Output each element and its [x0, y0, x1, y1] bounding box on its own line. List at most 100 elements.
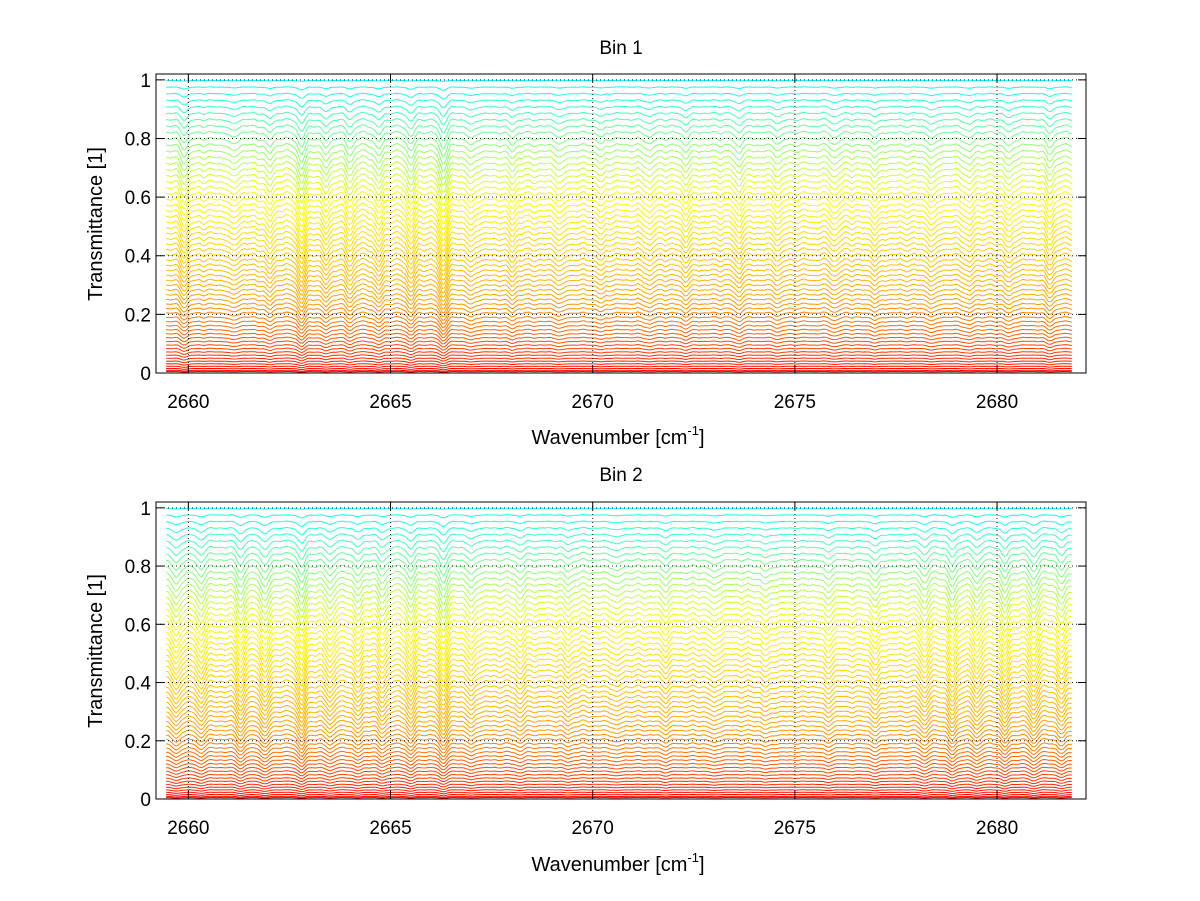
- series-line: [165, 646, 1072, 672]
- y-tick-label: 1: [140, 499, 151, 520]
- series-line: [166, 241, 1073, 267]
- series-line: [166, 551, 1072, 568]
- series-line: [166, 246, 1073, 272]
- series-line: [166, 332, 1072, 342]
- x-tick-label: 2660: [167, 818, 209, 839]
- series-line: [166, 287, 1073, 306]
- series-line: [166, 557, 1072, 576]
- series-line: [166, 267, 1073, 290]
- series-line: [166, 354, 1072, 360]
- series-line: [166, 728, 1072, 743]
- series-line: [166, 98, 1072, 109]
- series-line: [166, 148, 1073, 172]
- y-tick-label: 0.8: [125, 557, 151, 578]
- series-line: [166, 780, 1072, 785]
- series-line: [165, 594, 1072, 619]
- series-line: [166, 533, 1072, 544]
- series-line: [166, 673, 1072, 697]
- series-line: [166, 678, 1072, 702]
- x-axis-label-superscript: -1: [687, 423, 699, 438]
- y-axis-label: Transmittance [1]: [85, 574, 107, 728]
- series-line: [166, 350, 1072, 357]
- series-line: [166, 367, 1072, 371]
- y-tick-label: 0.6: [125, 615, 151, 636]
- tick-group: 2660 2665 2670 2675 2680 0 0.2 0.4 0.6 0.8 1: [125, 71, 1086, 413]
- series-group: [166, 79, 1073, 373]
- series-line: [166, 733, 1072, 747]
- chart-panel-bin-1: 2660 2665 2670 2675 2680 0 0.2 0.4 0.6 0.8 1 Bin 1…: [85, 38, 1087, 449]
- series-line: [166, 320, 1072, 332]
- series-line: [166, 514, 1072, 519]
- series-line: [166, 160, 1073, 186]
- plot-frame: [155, 501, 1087, 800]
- series-line: [166, 315, 1072, 328]
- series-line: [166, 86, 1072, 91]
- series-line: [166, 737, 1072, 750]
- series-line: [166, 306, 1072, 321]
- series-line: [166, 184, 1073, 212]
- series-line: [166, 789, 1072, 793]
- series-line: [166, 347, 1072, 354]
- series-line: [166, 230, 1073, 257]
- series-line: [166, 219, 1073, 247]
- x-tick-label: 2670: [572, 818, 614, 839]
- tick-group: 2660 2665 2670 2675 2680 0 0.2 0.4 0.6 0.8 1: [125, 499, 1086, 839]
- series-line: [166, 111, 1072, 126]
- y-tick-label: 1: [140, 71, 151, 92]
- series-line: [166, 324, 1072, 335]
- series-line: [166, 343, 1072, 351]
- series-line: [166, 213, 1073, 242]
- series-line: [166, 791, 1072, 795]
- series-line: [166, 172, 1073, 200]
- series-line: [165, 600, 1072, 626]
- series-line: [166, 311, 1072, 325]
- chart-title: Bin 2: [599, 465, 642, 486]
- y-tick-label: 0.2: [125, 305, 151, 326]
- series-line: [166, 668, 1072, 693]
- series-line: [166, 783, 1072, 788]
- x-axis-label-suffix: ]: [699, 854, 705, 876]
- series-line: [165, 634, 1072, 662]
- series-line: [166, 795, 1072, 798]
- series-line: [166, 235, 1073, 262]
- series-line: [166, 777, 1072, 783]
- series-line: [166, 766, 1072, 774]
- series-line: [166, 762, 1072, 771]
- series-line: [166, 142, 1073, 165]
- x-tick-label: 2660: [167, 392, 209, 413]
- series-line: [166, 714, 1072, 732]
- plot-frame: [155, 73, 1087, 374]
- series-line: [166, 117, 1072, 134]
- x-tick-label: 2680: [976, 392, 1018, 413]
- series-line: [166, 570, 1072, 591]
- x-axis-label-text: Wavenumber [cm: [531, 427, 687, 449]
- series-line: [166, 178, 1073, 206]
- series-line: [166, 166, 1073, 193]
- series-line: [166, 662, 1072, 688]
- series-line: [166, 251, 1073, 276]
- series-line: [166, 576, 1072, 598]
- series-line: [166, 282, 1073, 302]
- series-line: [166, 507, 1072, 510]
- y-tick-label: 0.4: [125, 247, 152, 268]
- x-axis-label: Wavenumber [cm-1]: [531, 423, 704, 449]
- series-line: [166, 92, 1072, 100]
- series-line: [166, 272, 1073, 294]
- chart-panel-bin-2: 2660 2665 2670 2675 2680 0 0.2 0.4 0.6 0.8 1 Bin 2…: [85, 465, 1087, 876]
- x-tick-label: 2665: [369, 818, 411, 839]
- series-line: [166, 684, 1072, 706]
- series-line: [166, 154, 1073, 179]
- series-line: [166, 750, 1072, 761]
- series-line: [166, 370, 1072, 373]
- chart-title: Bin 1: [599, 38, 642, 59]
- series-line: [166, 520, 1072, 527]
- series-line: [166, 545, 1072, 561]
- series-line: [166, 617, 1072, 644]
- series-line: [166, 365, 1072, 369]
- y-tick-label: 0: [140, 790, 151, 811]
- x-tick-label: 2675: [774, 818, 816, 839]
- series-line: [166, 564, 1072, 584]
- series-line: [166, 539, 1072, 553]
- series-group: [165, 507, 1072, 799]
- series-line: [166, 786, 1072, 790]
